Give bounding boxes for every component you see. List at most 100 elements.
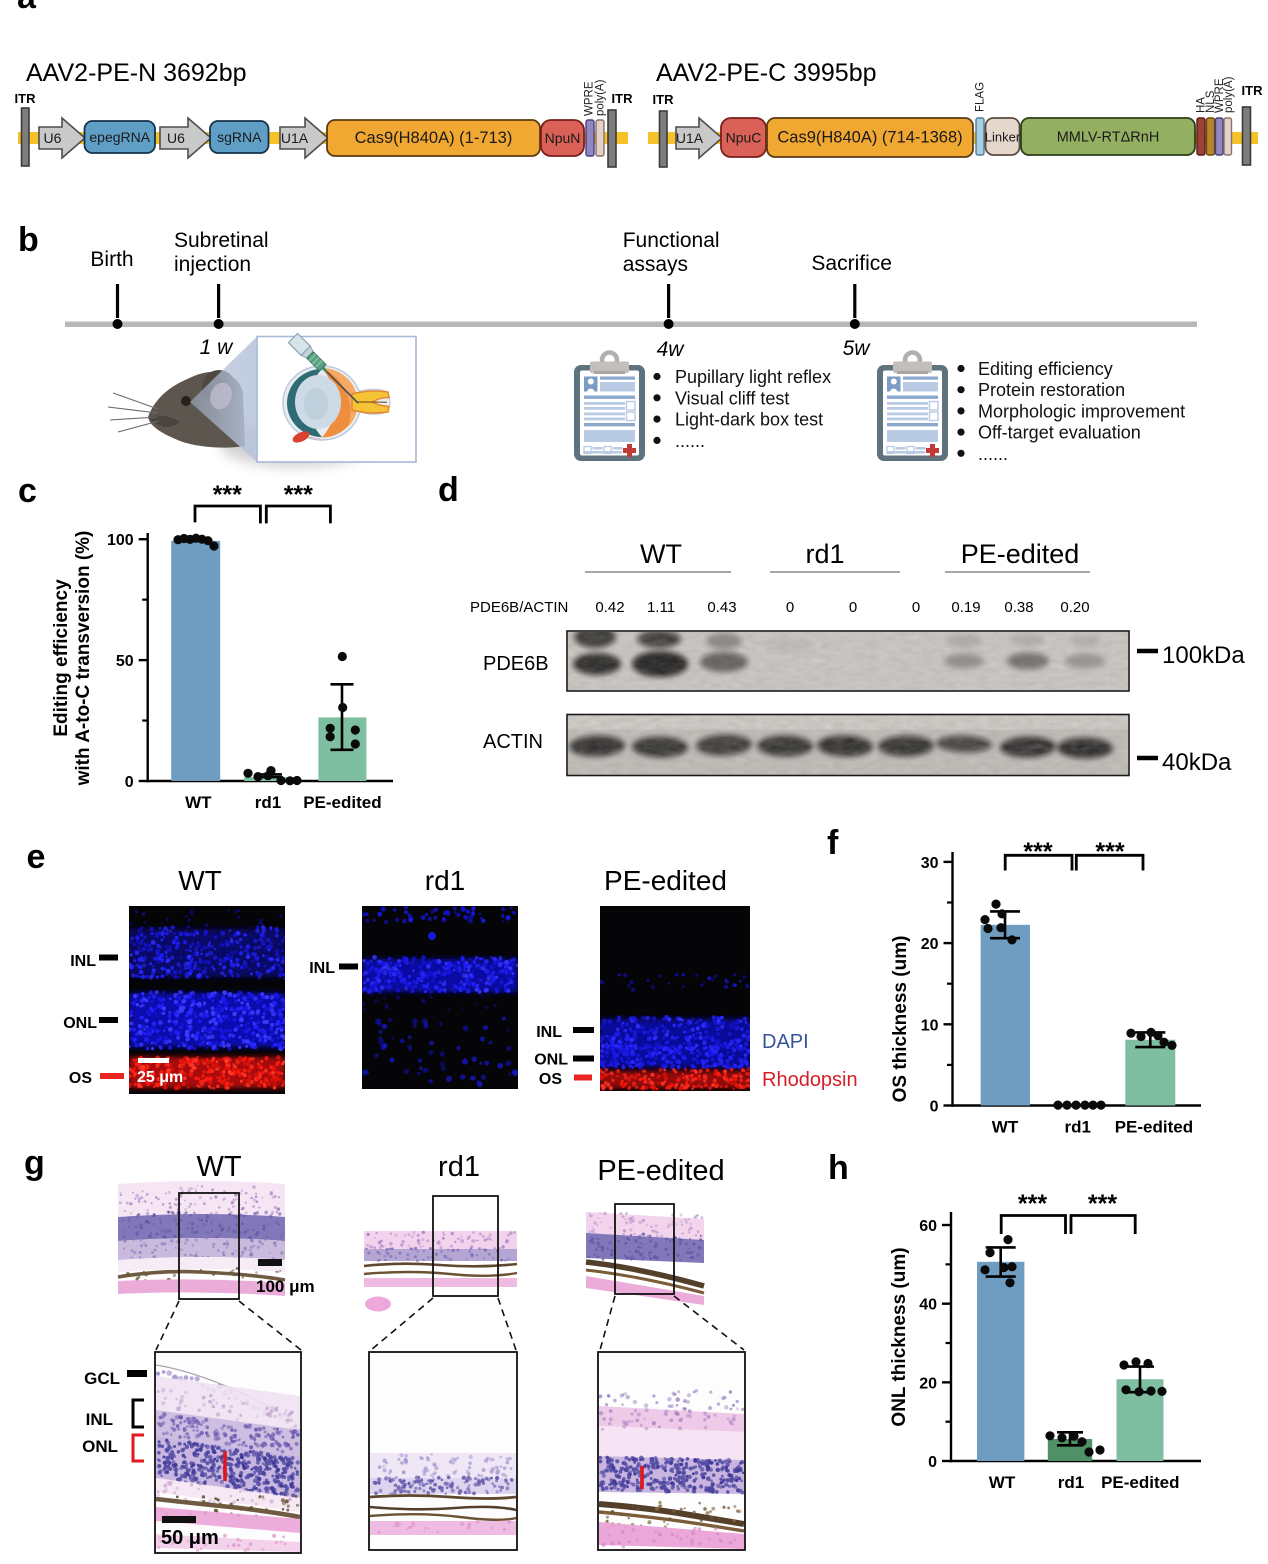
svg-text:PE-edited: PE-edited [604, 865, 727, 896]
svg-text:ONL thickness (um): ONL thickness (um) [889, 1247, 910, 1426]
svg-text:40: 40 [919, 1297, 937, 1314]
svg-text:***: *** [1018, 1190, 1047, 1218]
svg-text:30: 30 [921, 855, 939, 872]
svg-text:WT: WT [196, 1151, 241, 1183]
svg-text:50: 50 [116, 653, 134, 670]
svg-text:Functional: Functional [623, 229, 720, 252]
svg-text:PDE6B: PDE6B [483, 653, 549, 675]
svg-text:PE-edited: PE-edited [1101, 1473, 1179, 1492]
svg-text:0.42: 0.42 [595, 599, 624, 616]
svg-text:poly(A): poly(A) [595, 79, 607, 116]
svg-text:***: *** [284, 481, 313, 509]
svg-text:f: f [827, 824, 839, 862]
svg-text:PDE6B/ACTIN: PDE6B/ACTIN [470, 599, 568, 616]
svg-text:0: 0 [125, 774, 134, 791]
svg-text:AAV2-PE-C 3995bp: AAV2-PE-C 3995bp [656, 59, 877, 87]
svg-text:U6: U6 [167, 130, 185, 146]
svg-text:Linker: Linker [985, 130, 1021, 145]
svg-text:rd1: rd1 [255, 793, 281, 812]
svg-text:sgRNA: sgRNA [217, 129, 262, 145]
svg-text:NLS: NLS [1205, 90, 1217, 113]
svg-text:25 μm: 25 μm [137, 1069, 183, 1086]
svg-text:100 μm: 100 μm [256, 1277, 315, 1296]
svg-text:d: d [438, 471, 459, 509]
svg-text:assays: assays [623, 253, 688, 276]
svg-text:20: 20 [919, 1375, 937, 1392]
svg-text:WT: WT [640, 539, 682, 569]
svg-text:rd1: rd1 [1058, 1473, 1084, 1492]
svg-text:WPRE: WPRE [584, 81, 596, 116]
svg-text:c: c [18, 472, 37, 510]
svg-text:OS: OS [69, 1070, 92, 1087]
svg-text:rd1: rd1 [425, 865, 465, 896]
svg-text:***: *** [213, 481, 242, 509]
svg-text:60: 60 [919, 1218, 937, 1235]
svg-text:INL: INL [86, 1410, 113, 1429]
svg-text:ITR: ITR [1242, 83, 1264, 98]
svg-text:Sacrifice: Sacrifice [811, 252, 892, 275]
svg-text:Light-dark box test: Light-dark box test [675, 410, 823, 430]
svg-text:0: 0 [786, 599, 794, 616]
svg-text:a: a [17, 0, 37, 16]
svg-text:PE-edited: PE-edited [961, 539, 1080, 569]
svg-text:0.38: 0.38 [1004, 599, 1033, 616]
svg-text:WT: WT [178, 865, 222, 896]
svg-text:MMLV-RTΔRnH: MMLV-RTΔRnH [1057, 130, 1160, 146]
svg-text:0.43: 0.43 [707, 599, 736, 616]
svg-text:100: 100 [107, 532, 134, 549]
svg-text:Subretinal: Subretinal [174, 229, 269, 252]
svg-text:OS thickness (um): OS thickness (um) [890, 936, 911, 1103]
svg-text:1.11: 1.11 [647, 599, 675, 616]
svg-text:5w: 5w [843, 337, 872, 360]
svg-text:0: 0 [928, 1454, 937, 1471]
svg-text:PE-edited: PE-edited [597, 1155, 724, 1187]
svg-text:4w: 4w [657, 338, 686, 361]
svg-text:***: *** [1088, 1190, 1117, 1218]
svg-text:Off-target evaluation: Off-target evaluation [978, 423, 1141, 443]
svg-text:0: 0 [930, 1099, 939, 1116]
svg-text:0: 0 [912, 599, 920, 616]
svg-text:ONL: ONL [63, 1015, 97, 1032]
svg-text:WT: WT [992, 1118, 1019, 1137]
svg-text:10: 10 [921, 1017, 939, 1034]
svg-text:......: ...... [978, 444, 1008, 464]
svg-text:epegRNA: epegRNA [89, 129, 150, 145]
svg-text:0: 0 [849, 599, 857, 616]
svg-text:NpuC: NpuC [726, 130, 762, 146]
svg-text:e: e [27, 838, 46, 876]
svg-text:DAPI: DAPI [762, 1031, 809, 1053]
svg-text:GCL: GCL [84, 1369, 120, 1388]
svg-text:***: *** [1023, 838, 1052, 866]
svg-text:ITR: ITR [15, 91, 37, 106]
svg-text:ONL: ONL [82, 1437, 118, 1456]
svg-text:0.19: 0.19 [951, 599, 980, 616]
svg-text:ITR: ITR [653, 92, 675, 107]
svg-text:Cas9(H840A) (714-1368): Cas9(H840A) (714-1368) [777, 129, 962, 147]
svg-text:WT: WT [989, 1473, 1016, 1492]
svg-text:......: ...... [675, 431, 705, 451]
svg-text:U1A: U1A [281, 130, 309, 146]
svg-text:Rhodopsin: Rhodopsin [762, 1069, 858, 1091]
svg-text:ITR: ITR [612, 91, 634, 106]
svg-text:WT: WT [185, 793, 212, 812]
svg-text:h: h [828, 1149, 849, 1187]
svg-text:Protein restoration: Protein restoration [978, 380, 1125, 400]
svg-text:U6: U6 [44, 130, 62, 146]
svg-text:Editing efficiency: Editing efficiency [978, 359, 1113, 379]
svg-text:40kDa: 40kDa [1162, 749, 1232, 776]
svg-text:INL: INL [70, 953, 96, 970]
svg-text:0.20: 0.20 [1060, 599, 1089, 616]
svg-text:NpuN: NpuN [545, 130, 581, 146]
svg-text:rd1: rd1 [805, 539, 844, 569]
svg-text:***: *** [1095, 838, 1124, 866]
svg-text:WPRE: WPRE [1214, 78, 1226, 113]
svg-text:PE-edited: PE-edited [1115, 1118, 1193, 1137]
svg-text:100kDa: 100kDa [1162, 642, 1245, 669]
svg-text:ONL: ONL [534, 1052, 568, 1069]
svg-text:g: g [24, 1144, 45, 1182]
svg-text:U1A: U1A [676, 130, 704, 146]
svg-text:Visual cliff test: Visual cliff test [675, 388, 789, 408]
svg-text:poly(A): poly(A) [1223, 76, 1235, 113]
svg-text:with A-to-C transversion (%): with A-to-C transversion (%) [73, 531, 94, 787]
svg-text:ACTIN: ACTIN [483, 731, 543, 753]
